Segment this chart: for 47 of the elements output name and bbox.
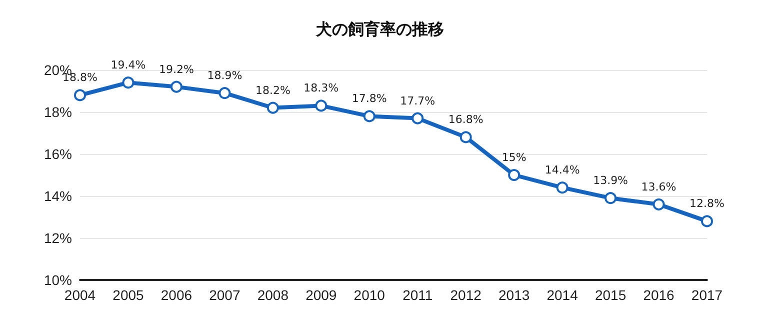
- data-label: 18.3%: [304, 82, 339, 95]
- x-tick-label: 2006: [160, 287, 192, 303]
- point: [556, 182, 568, 194]
- chart-title: 犬の飼育率の推移: [315, 20, 444, 38]
- point: [363, 110, 376, 122]
- x-tick-label: 2016: [643, 287, 675, 303]
- point: [412, 112, 424, 124]
- x-tick-label: 2014: [546, 287, 578, 303]
- data-label: 13.6%: [641, 180, 676, 194]
- point: [701, 215, 713, 228]
- point: [74, 89, 86, 102]
- y-tick-label: 16%: [44, 146, 72, 162]
- data-label: 19.2%: [158, 62, 194, 76]
- x-tick-label: 2010: [354, 287, 386, 303]
- point: [652, 198, 665, 210]
- point: [266, 102, 279, 114]
- x-tick-label: 2008: [257, 287, 289, 303]
- y-tick-label: 14%: [44, 188, 72, 204]
- x-tick-label: 2017: [691, 287, 723, 303]
- x-tick-label: 2009: [306, 287, 337, 303]
- x-tick-label: 2005: [112, 287, 144, 303]
- point: [218, 87, 231, 100]
- data-label: 12.8%: [690, 197, 724, 210]
- data-label: 18.9%: [207, 69, 242, 82]
- data-label: 19.4%: [110, 58, 146, 72]
- x-tick-label: 2015: [594, 287, 626, 303]
- x-tick-label: 2012: [450, 287, 482, 303]
- y-tick-label: 18%: [44, 104, 72, 120]
- point: [315, 100, 328, 112]
- data-label: 16.8%: [448, 113, 484, 126]
- data-label: 17.7%: [400, 94, 436, 108]
- x-tick-label: 2011: [402, 287, 433, 303]
- x-tick-label: 2013: [498, 287, 530, 303]
- point: [170, 80, 182, 93]
- point: [604, 192, 617, 204]
- y-tick-label: 12%: [44, 230, 72, 246]
- data-label: 14.4%: [544, 164, 580, 177]
- data-label: 13.9%: [593, 174, 628, 188]
- point: [508, 169, 520, 181]
- point: [122, 76, 134, 89]
- data-label: 15%: [502, 151, 526, 164]
- data-label: 18.2%: [255, 84, 290, 97]
- point: [460, 131, 472, 144]
- x-tick-label: 2004: [64, 287, 96, 303]
- y-tick-label: 10%: [44, 272, 72, 288]
- data-label: 17.8%: [352, 92, 387, 106]
- x-tick-label: 2007: [209, 287, 240, 303]
